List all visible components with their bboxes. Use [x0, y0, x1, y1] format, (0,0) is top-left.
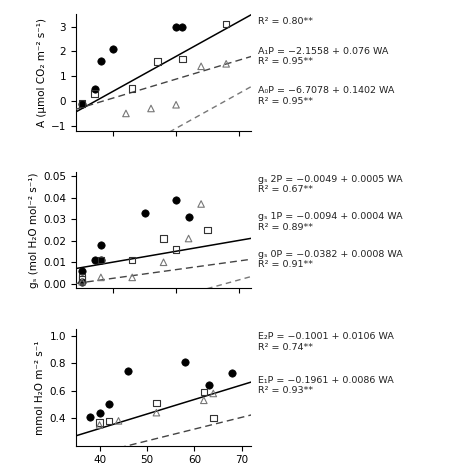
Point	[124, 368, 132, 375]
Point	[222, 20, 230, 28]
Point	[172, 101, 180, 109]
Point	[153, 399, 160, 407]
Point	[128, 85, 136, 92]
Point	[78, 273, 86, 281]
Point	[96, 421, 103, 429]
Point	[185, 235, 192, 242]
Point	[97, 57, 105, 65]
Point	[147, 105, 155, 112]
Y-axis label: mmol H₂O m⁻² s⁻¹: mmol H₂O m⁻² s⁻¹	[36, 340, 46, 435]
Point	[172, 196, 180, 203]
Point	[210, 390, 217, 397]
Point	[78, 100, 86, 107]
Point	[78, 278, 86, 285]
Point	[185, 213, 192, 221]
Point	[200, 388, 208, 396]
Point	[97, 241, 105, 249]
Point	[197, 63, 205, 70]
Point	[91, 85, 99, 92]
Text: E₂P = −0.1001 + 0.0106 WA
R² = 0.74**: E₂P = −0.1001 + 0.0106 WA R² = 0.74**	[258, 332, 394, 352]
Point	[197, 200, 205, 208]
Point	[160, 235, 167, 242]
Point	[78, 276, 86, 283]
Y-axis label: gₛ (mol H₂O mol⁻² s⁻¹): gₛ (mol H₂O mol⁻² s⁻¹)	[29, 172, 39, 288]
Point	[86, 413, 94, 420]
Point	[181, 358, 189, 365]
Point	[109, 45, 117, 53]
Point	[203, 226, 211, 234]
Point	[96, 409, 103, 417]
Text: A₁P = −2.1558 + 0.076 WA
R² = 0.95**: A₁P = −2.1558 + 0.076 WA R² = 0.95**	[258, 47, 389, 66]
Point	[141, 209, 148, 217]
Point	[228, 369, 236, 377]
Point	[97, 256, 105, 264]
Y-axis label: A (μmol CO₂ m⁻² s⁻¹): A (μmol CO₂ m⁻² s⁻¹)	[36, 18, 46, 127]
Point	[78, 278, 86, 285]
Point	[122, 109, 130, 117]
Point	[128, 256, 136, 264]
Point	[91, 90, 99, 97]
Point	[179, 23, 186, 30]
Text: A₀P = −6.7078 + 0.1402 WA
R² = 0.95**: A₀P = −6.7078 + 0.1402 WA R² = 0.95**	[258, 86, 395, 106]
Text: R² = 0.80**: R² = 0.80**	[258, 17, 313, 26]
Point	[179, 55, 186, 63]
Point	[78, 100, 86, 107]
Point	[200, 397, 208, 404]
Point	[97, 256, 105, 264]
Text: E₁P = −0.1961 + 0.0086 WA
R² = 0.93**: E₁P = −0.1961 + 0.0086 WA R² = 0.93**	[258, 375, 394, 395]
Point	[172, 23, 180, 30]
Point	[128, 273, 136, 281]
Point	[205, 382, 212, 389]
Point	[210, 414, 217, 422]
Point	[160, 258, 167, 266]
Point	[105, 417, 113, 425]
Point	[78, 267, 86, 275]
Point	[91, 256, 99, 264]
Point	[97, 273, 105, 281]
Point	[105, 401, 113, 408]
Point	[115, 417, 122, 425]
Point	[96, 419, 103, 426]
Point	[153, 409, 160, 417]
Point	[172, 246, 180, 253]
Text: gₛ 2P = −0.0049 + 0.0005 WA
R² = 0.67**: gₛ 2P = −0.0049 + 0.0005 WA R² = 0.67**	[258, 175, 403, 194]
Point	[154, 57, 161, 65]
Text: gₛ 1P = −0.0094 + 0.0004 WA
R² = 0.89**: gₛ 1P = −0.0094 + 0.0004 WA R² = 0.89**	[258, 212, 403, 232]
Text: gₛ 0P = −0.0382 + 0.0008 WA
R² = 0.91**: gₛ 0P = −0.0382 + 0.0008 WA R² = 0.91**	[258, 250, 403, 269]
Point	[222, 60, 230, 68]
